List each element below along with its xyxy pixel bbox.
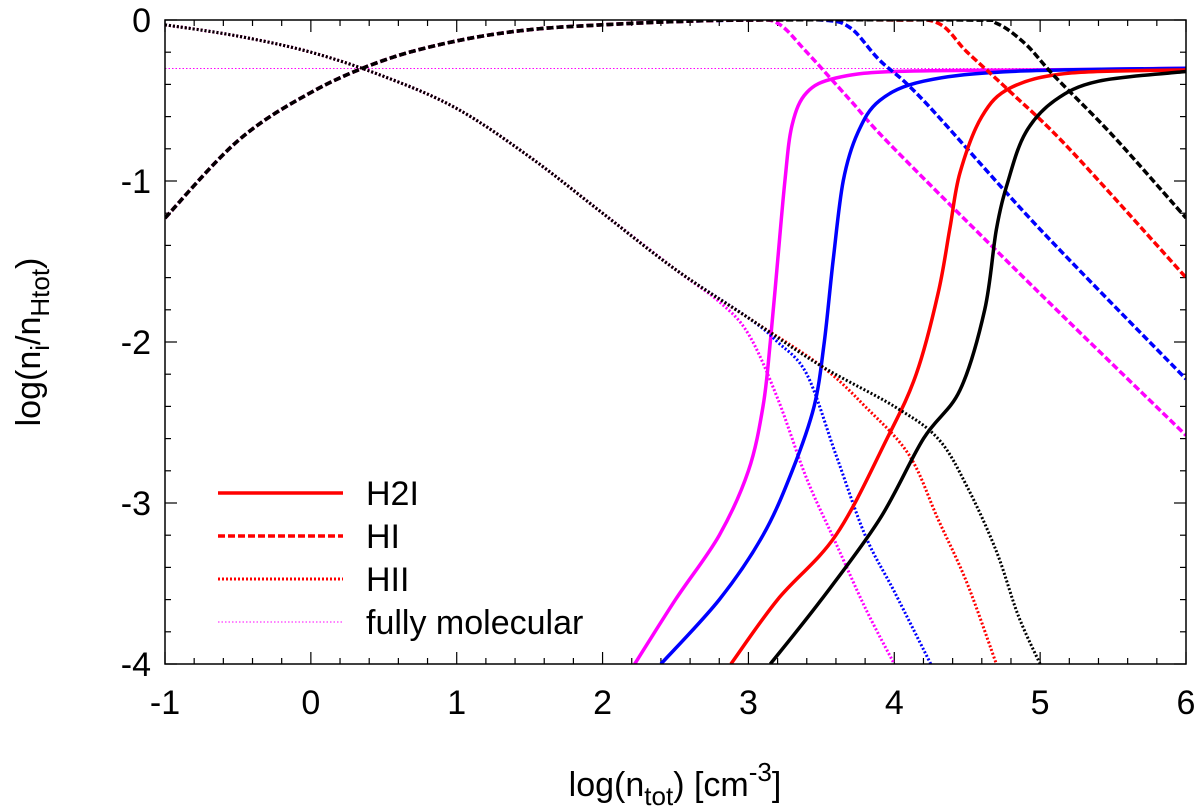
y-tick-label: -1 [121,163,151,201]
x-tick-label: 5 [1031,684,1050,722]
legend-label: H2I [366,475,419,513]
x-tick-label: 4 [885,684,904,722]
plot-frame [164,19,1187,665]
tick-labels: -1 0 1 2 3 4 5 6 0 -1 -2 -3 -4 [121,2,1196,722]
series-line-hi-ff0000 [165,20,1186,279]
series-line-hi-000000 [165,20,1186,220]
series-line-h2i-0000ff [659,66,1186,664]
y-tick-label: -4 [121,646,151,684]
axis-ticks [164,19,1187,665]
series-line-hii-ff00ff [165,23,896,664]
series-line-hi-0000ff [165,20,1186,381]
x-tick-label: 0 [301,684,320,722]
y-tick-label: -2 [121,324,151,362]
legend: H2I HI HII fully molecular [218,475,583,642]
x-tick-label: 2 [593,684,612,722]
series-line-hii-000000 [165,23,1042,664]
x-tick-label: -1 [150,684,180,722]
series-line-hi-ff00ff [165,20,1186,437]
series-line-hii-ff0000 [165,23,998,664]
y-axis-label: log(ni/nHtot) [10,258,55,427]
y-tick-label: -3 [121,485,151,523]
legend-label: HII [366,561,409,599]
y-tick-label: 0 [132,2,151,40]
x-axis-label: log(ntot) [cm-3] [569,757,782,811]
x-tick-label: 1 [447,684,466,722]
series-group [165,20,1186,664]
legend-label: fully molecular [366,604,583,642]
legend-label: HI [366,518,400,556]
x-tick-label: 6 [1177,684,1196,722]
x-tick-label: 3 [739,684,758,722]
series-line-h2i-000000 [768,69,1186,664]
series-line-hii-0000ff [165,23,933,664]
series-line-h2i-ff00ff [633,66,1186,664]
series-line-h2i-ff0000 [729,68,1186,664]
